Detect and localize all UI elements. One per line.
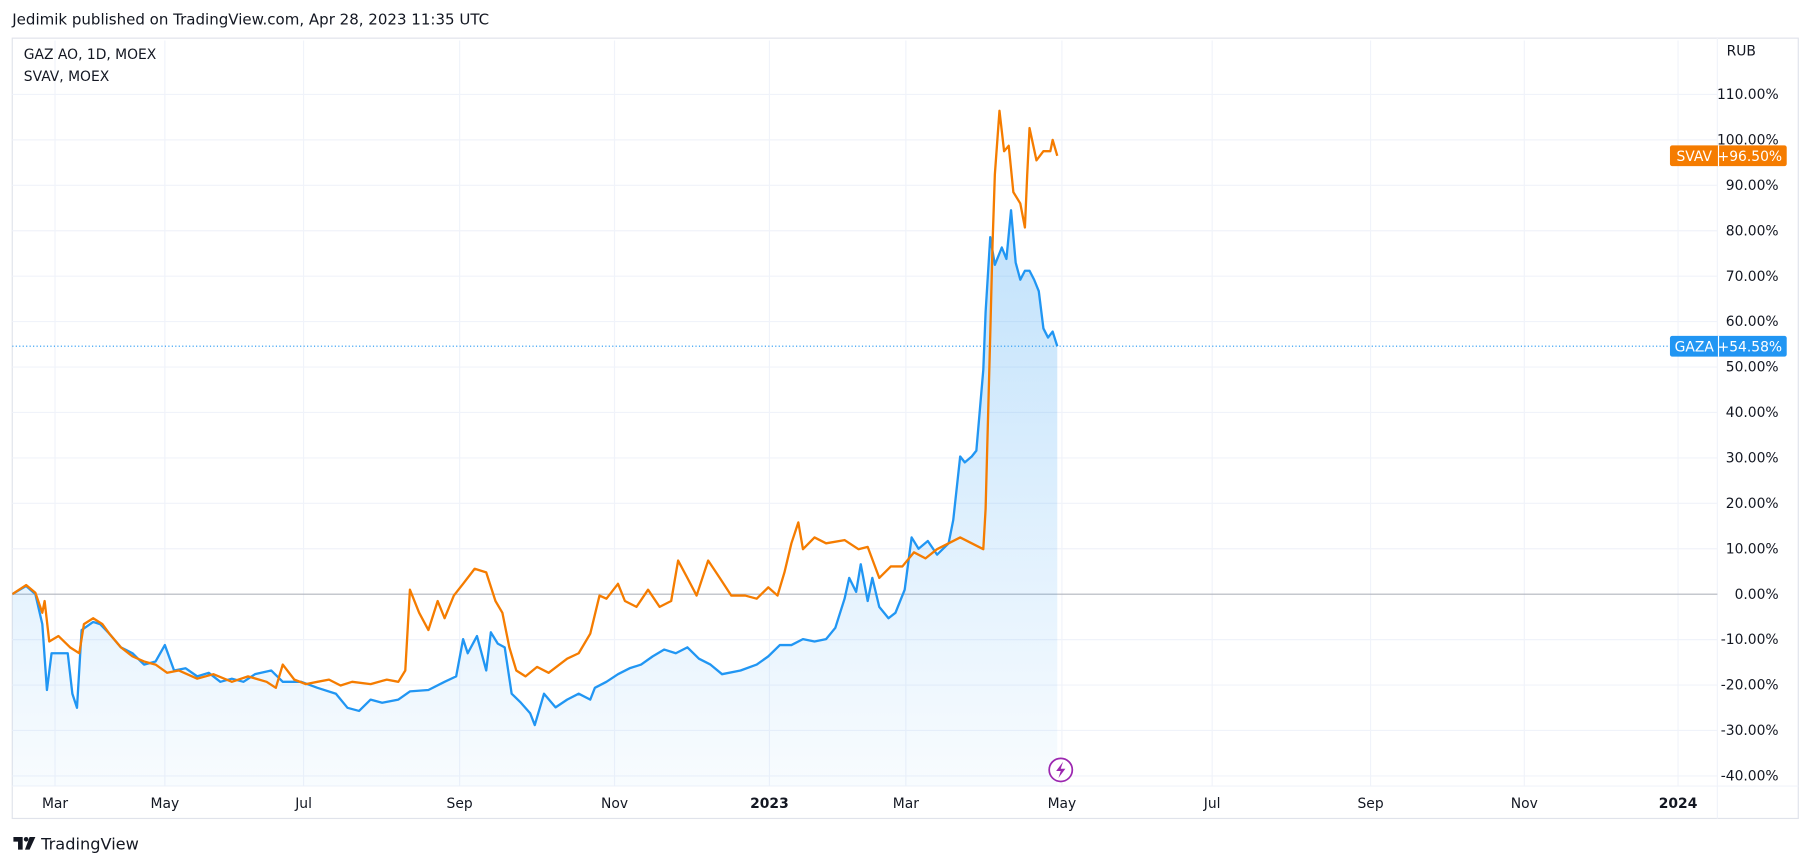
legend-main-symbol[interactable]: GAZ AO, 1D, MOEX [24, 47, 157, 63]
y-tick-label: -10.00% [1721, 632, 1779, 648]
tradingview-brand: TradingView [40, 835, 139, 854]
y-tick-label: 30.00% [1726, 451, 1779, 467]
y-tick-label: 80.00% [1726, 223, 1779, 239]
badge-value: +54.58% [1718, 339, 1782, 355]
x-tick-label: 2024 [1659, 796, 1698, 812]
x-tick-label: May [1048, 796, 1077, 812]
x-tick-label: Sep [447, 796, 473, 812]
tradingview-logo[interactable]: TradingView [13, 835, 139, 854]
last-value-badges: GAZA +54.58% SVAV +96.50% [1669, 145, 1787, 357]
chart-frame [11, 37, 1799, 820]
gaza-series-line[interactable] [12, 209, 1059, 727]
y-tick-label: 0.00% [1735, 587, 1779, 603]
y-tick-label: 90.00% [1726, 178, 1779, 194]
plot-area[interactable] [12, 109, 1718, 787]
y-tick-label: 10.00% [1726, 541, 1779, 557]
x-tick-label: Jul [1203, 796, 1221, 812]
time-axis[interactable]: Mar May Jul Sep Nov 2023 Mar May Jul Sep Nov 2024 [42, 796, 1697, 812]
event-lightning-icon[interactable] [1048, 757, 1074, 783]
x-tick-label: May [151, 796, 180, 812]
svav-last-value-badge: SVAV +96.50% [1669, 145, 1787, 167]
y-tick-label: -20.00% [1721, 678, 1779, 694]
y-tick-label: 50.00% [1726, 360, 1779, 376]
gaza-area-fill [12, 210, 1058, 787]
y-tick-label: 100.00% [1717, 132, 1779, 148]
x-tick-label: Mar [42, 796, 68, 812]
y-tick-label: 20.00% [1726, 496, 1779, 512]
y-tick-label: 60.00% [1726, 314, 1779, 330]
x-tick-label: 2023 [750, 796, 789, 812]
badge-symbol: GAZA [1675, 339, 1715, 355]
svav-series-line[interactable] [12, 109, 1059, 689]
publish-info: Jedimik published on TradingView.com, Ap… [11, 10, 489, 28]
y-tick-label: 40.00% [1726, 405, 1779, 421]
y-tick-label: -30.00% [1721, 723, 1779, 739]
x-tick-label: Nov [1511, 796, 1538, 812]
y-tick-label: -40.00% [1721, 769, 1779, 785]
badge-symbol: SVAV [1677, 149, 1713, 165]
x-tick-label: Nov [601, 796, 628, 812]
x-tick-label: Sep [1357, 796, 1383, 812]
badge-value: +96.50% [1718, 149, 1782, 165]
y-tick-label: 110.00% [1717, 87, 1779, 103]
x-tick-label: Jul [294, 796, 312, 812]
tradingview-logo-icon [13, 836, 36, 850]
x-tick-label: Mar [893, 796, 919, 812]
legend-compare-symbol[interactable]: SVAV, MOEX [24, 69, 110, 85]
currency-label: RUB [1727, 43, 1756, 59]
price-axis[interactable]: 110.00% 100.00% 90.00% 80.00% 70.00% 60.00% 50… [1717, 87, 1779, 784]
gaza-last-value-badge: GAZA +54.58% [1669, 335, 1787, 357]
y-tick-label: 70.00% [1726, 269, 1779, 285]
